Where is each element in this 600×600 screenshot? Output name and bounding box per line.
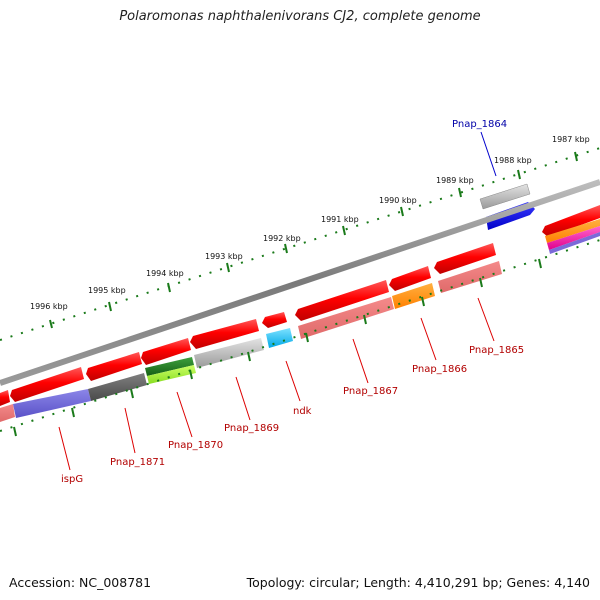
genome-summary-text: Topology: circular; Length: 4,410,291 bp… xyxy=(246,575,590,590)
kbp-label: 1987 kbp xyxy=(552,135,590,144)
gene-arrow[interactable] xyxy=(542,205,600,237)
kbp-label: 1991 kbp xyxy=(321,215,359,224)
gene-label-pnap-1871[interactable]: Pnap_1871 xyxy=(110,457,165,468)
category-box xyxy=(88,373,147,401)
inner-ruler xyxy=(0,239,600,437)
genome-backbone xyxy=(0,179,600,386)
label-leader-pnap-1864 xyxy=(480,131,497,177)
outer-ruler: 1987 kbp 1988 kbp 1989 kbp 1990 kbp 1991… xyxy=(0,135,600,341)
gene-label-pnap-1864[interactable]: Pnap_1864 xyxy=(452,119,507,130)
gene-label-pnap-1865[interactable]: Pnap_1865 xyxy=(469,345,524,356)
category-box xyxy=(392,283,435,309)
gene-arrow[interactable] xyxy=(295,280,389,321)
gene-label-pnap-1866[interactable]: Pnap_1866 xyxy=(412,364,467,375)
category-box xyxy=(547,226,600,250)
map-title: Polaromonas naphthalenivorans CJ2, compl… xyxy=(119,9,481,24)
kbp-label: 1989 kbp xyxy=(436,176,474,185)
gene-label-pnap-1867[interactable]: Pnap_1867 xyxy=(343,386,398,397)
category-box xyxy=(549,232,600,254)
gene-arrow[interactable] xyxy=(86,352,142,381)
kbp-label: 1996 kbp xyxy=(30,302,68,311)
gene-arrow[interactable] xyxy=(434,243,496,274)
accession-text: Accession: NC_008781 xyxy=(9,575,152,590)
kbp-label: 1994 kbp xyxy=(146,269,184,278)
gene-arrow[interactable] xyxy=(389,266,431,291)
category-box xyxy=(545,219,600,243)
gene-category-boxes xyxy=(0,219,600,422)
gene-arrow[interactable] xyxy=(141,338,191,365)
gene-label-pnap-1869[interactable]: Pnap_1869 xyxy=(224,423,279,434)
kbp-label: 1988 kbp xyxy=(494,156,532,165)
gene-pnap-1864-outer[interactable] xyxy=(479,183,531,210)
gene-label-ndk[interactable]: ndk xyxy=(293,406,312,417)
category-box xyxy=(147,365,196,384)
category-box xyxy=(0,404,15,422)
gene-arrow[interactable] xyxy=(0,390,10,406)
kbp-label: 1990 kbp xyxy=(379,196,417,205)
gene-track-plus xyxy=(0,205,600,406)
kbp-label: 1993 kbp xyxy=(205,252,243,261)
gene-label-ispg[interactable]: ispG xyxy=(61,474,83,485)
category-box xyxy=(13,389,91,418)
gene-labels: ispG Pnap_1871 Pnap_1870 Pnap_1869 ndk P… xyxy=(61,119,524,485)
gene-arrow[interactable] xyxy=(190,319,259,349)
kbp-label: 1992 kbp xyxy=(263,234,301,243)
kbp-label: 1995 kbp xyxy=(88,286,126,295)
gene-arrow[interactable] xyxy=(10,367,84,402)
category-box xyxy=(194,338,264,368)
category-box xyxy=(298,297,394,339)
label-leaders xyxy=(58,297,495,471)
category-box xyxy=(438,261,502,293)
category-box xyxy=(266,328,293,348)
gene-label-pnap-1870[interactable]: Pnap_1870 xyxy=(168,440,223,451)
category-box xyxy=(145,357,194,376)
gene-arrow[interactable] xyxy=(262,312,287,328)
